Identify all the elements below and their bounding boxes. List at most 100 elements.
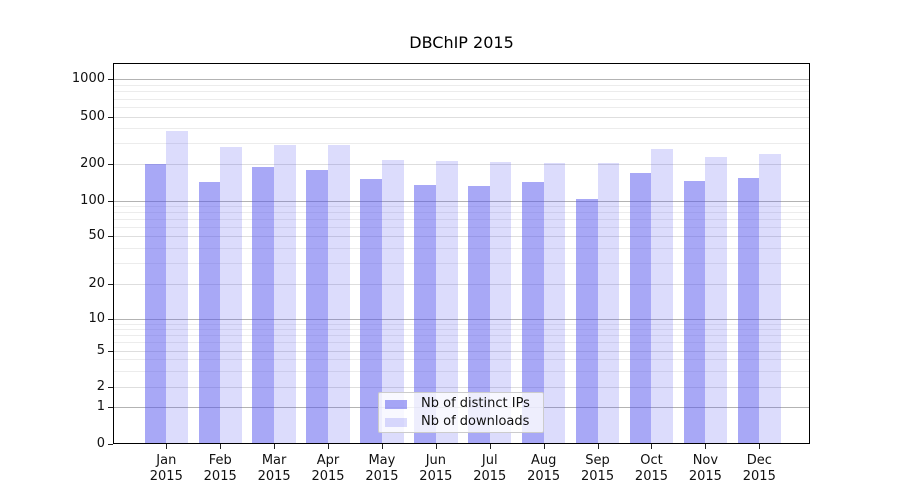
y-tick-label-1000: 1000	[71, 71, 105, 87]
bar-may-downloads	[381, 159, 404, 444]
x-tick-label-year-aug: 2015	[527, 469, 561, 484]
bar-mar-distinct-ips	[252, 166, 275, 444]
bar-oct-downloads	[651, 149, 674, 444]
bar-mar-downloads	[274, 145, 296, 444]
x-tick-label-month-jan: Jan	[156, 453, 177, 468]
x-tick-mark-aug	[543, 444, 545, 449]
gridline-minor-400	[113, 128, 810, 130]
bar-jul-downloads	[489, 161, 512, 444]
x-tick-label-month-aug: Aug	[530, 453, 557, 468]
y-tick-mark-1000	[108, 79, 113, 81]
x-tick-label-month-sep: Sep	[585, 453, 610, 468]
bar-sep-distinct-ips	[575, 199, 598, 444]
bar-oct-distinct-ips	[629, 172, 652, 444]
y-tick-mark-10	[108, 319, 113, 321]
bar-apr-distinct-ips	[306, 170, 328, 444]
y-tick-mark-0	[108, 444, 113, 445]
legend-item-downloads: Nb of downloads	[385, 413, 543, 431]
gridline-minor-70	[113, 218, 810, 220]
bar-dec-distinct-ips	[737, 178, 760, 444]
gridline-mid-20	[113, 284, 810, 285]
x-tick-label-month-apr: Apr	[316, 453, 340, 468]
gridline-minor-9	[113, 324, 810, 326]
y-tick-label-5: 5	[96, 342, 105, 358]
x-tick-label-month-mar: Mar	[261, 453, 287, 468]
y-tick-label-50: 50	[88, 228, 105, 243]
bar-apr-downloads	[328, 145, 350, 444]
gridline-minor-60	[113, 226, 810, 228]
x-tick-label-month-may: May	[368, 453, 396, 468]
x-tick-mark-apr	[328, 444, 330, 449]
x-tick-label-year-feb: 2015	[203, 469, 237, 484]
bar-jul-distinct-ips	[468, 186, 490, 444]
x-tick-label-year-jun: 2015	[419, 469, 453, 484]
gridline-minor-40	[113, 247, 810, 249]
gridline-minor-30	[113, 262, 810, 264]
gridline-minor-4	[113, 359, 810, 361]
gridline-minor-900	[113, 84, 810, 86]
x-tick-label-year-jul: 2015	[473, 469, 507, 484]
x-tick-mark-sep	[597, 444, 599, 449]
y-tick-mark-2	[108, 386, 113, 388]
y-tick-mark-5	[108, 350, 113, 352]
bar-sep-downloads	[597, 162, 620, 444]
bar-aug-downloads	[543, 163, 566, 444]
gridline-major-100	[113, 200, 810, 202]
x-tick-label-year-mar: 2015	[257, 469, 291, 484]
gridline-minor-700	[113, 98, 810, 100]
gridline-minor-7	[113, 335, 810, 337]
bar-aug-distinct-ips	[521, 181, 544, 444]
bar-may-distinct-ips	[360, 179, 382, 444]
x-tick-mark-jan	[166, 444, 168, 449]
y-tick-label-20: 20	[88, 276, 105, 291]
x-tick-label-year-dec: 2015	[742, 469, 776, 484]
gridline-minor-8	[113, 329, 810, 331]
y-tick-label-200: 200	[80, 156, 105, 171]
y-tick-mark-20	[108, 284, 113, 285]
x-tick-label-year-jan: 2015	[149, 469, 183, 484]
x-tick-label-year-sep: 2015	[581, 469, 615, 484]
x-tick-label-month-nov: Nov	[692, 453, 719, 468]
gridline-mid-500	[113, 116, 810, 118]
bar-jan-distinct-ips	[144, 164, 167, 444]
legend-swatch-downloads	[385, 417, 407, 427]
gridline-mid-50	[113, 236, 810, 237]
y-tick-label-10: 10	[88, 311, 105, 327]
bar-feb-distinct-ips	[198, 181, 221, 444]
x-tick-label-month-oct: Oct	[640, 453, 663, 468]
bar-nov-distinct-ips	[683, 180, 706, 444]
bar-feb-downloads	[220, 147, 242, 444]
gridline-major-1000	[113, 79, 810, 81]
gridline-minor-3	[113, 370, 810, 372]
x-tick-mark-oct	[651, 444, 653, 449]
legend-item-distinct-ips: Nb of distinct IPs	[385, 395, 543, 413]
x-tick-label-month-dec: Dec	[746, 453, 772, 468]
x-tick-label-year-may: 2015	[365, 469, 399, 484]
x-tick-label-month-jul: Jul	[481, 453, 498, 468]
x-tick-label-year-nov: 2015	[688, 469, 722, 484]
bar-nov-downloads	[705, 156, 728, 444]
gridline-minor-300	[113, 143, 810, 145]
gridline-mid-200	[113, 164, 810, 165]
x-tick-mark-mar	[274, 444, 276, 449]
x-tick-mark-jul	[489, 444, 491, 449]
legend: Nb of distinct IPs Nb of downloads	[378, 392, 544, 433]
bar-jun-distinct-ips	[414, 184, 436, 444]
y-tick-mark-200	[108, 164, 113, 165]
gridline-minor-90	[113, 206, 810, 208]
gridline-minor-800	[113, 91, 810, 93]
x-tick-mark-dec	[759, 444, 761, 449]
chart-title: DBChIP 2015	[409, 33, 514, 52]
gridline-mid-5	[113, 350, 810, 352]
legend-swatch-distinct-ips	[385, 399, 407, 409]
x-tick-mark-may	[381, 444, 383, 449]
x-tick-mark-jun	[435, 444, 437, 449]
x-tick-mark-feb	[220, 444, 222, 449]
y-tick-mark-50	[108, 236, 113, 237]
x-tick-label-month-feb: Feb	[208, 453, 232, 468]
gridline-major-10	[113, 319, 810, 321]
gridline-minor-6	[113, 342, 810, 344]
x-tick-label-year-oct: 2015	[634, 469, 669, 484]
plot-area: Nb of distinct IPs Nb of downloads	[113, 63, 810, 444]
